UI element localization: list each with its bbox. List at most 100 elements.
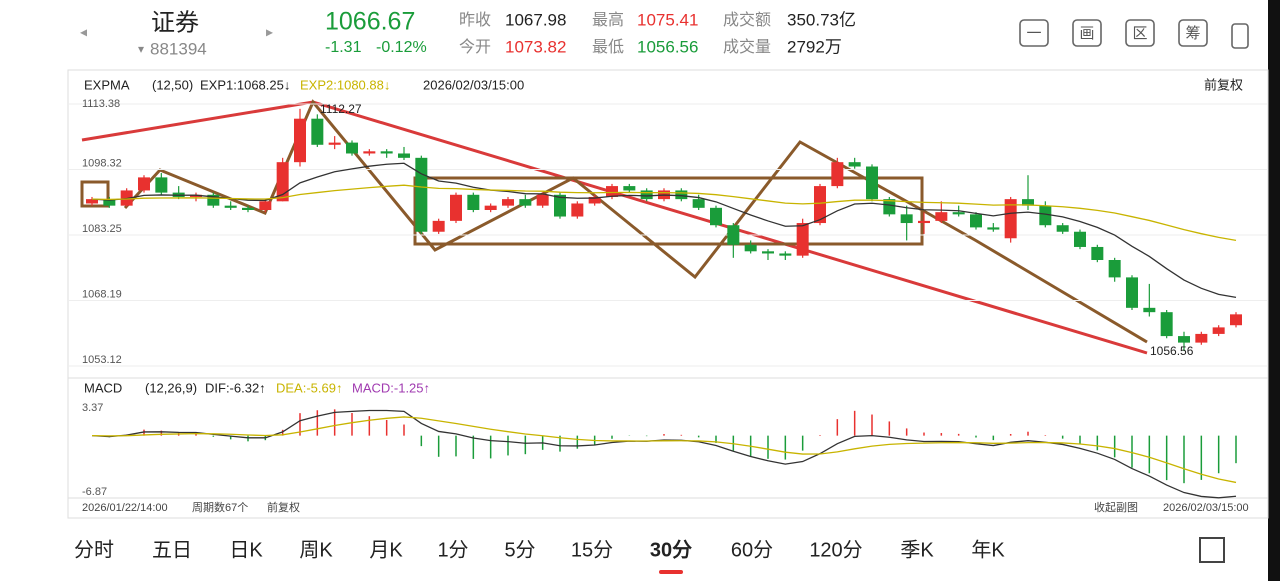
tool-label: 画 (1079, 25, 1094, 42)
tab[interactable]: 30分 (650, 538, 692, 561)
stat-value: 1056.56 (637, 37, 698, 56)
candle-body (1074, 231, 1086, 247)
edge (1268, 0, 1280, 581)
dif: DIF:-6.32↑ (205, 380, 266, 395)
candle-body (831, 162, 844, 187)
params: (12,50) (152, 77, 193, 92)
candle-body (762, 251, 774, 254)
exp2: EXP2:1080.88↓ (300, 77, 390, 92)
tab[interactable]: 季K (900, 538, 934, 561)
candle-body (710, 207, 722, 226)
candle-body (536, 194, 549, 206)
low-label: 1056.56 (1150, 344, 1194, 358)
y-tick-label: 1113.38 (82, 98, 120, 110)
y-tick-label: 3.37 (82, 402, 103, 414)
tool-button[interactable] (1019, 19, 1049, 47)
candle-body (1091, 246, 1104, 260)
candle-body (346, 142, 358, 154)
candle-body (571, 203, 584, 217)
tab[interactable]: 120分 (809, 538, 862, 561)
tool-label: 筹 (1185, 25, 1200, 42)
candle-body (918, 220, 930, 224)
candle-body (328, 142, 341, 145)
adjust: 前复权 (1204, 77, 1243, 92)
y-tick-label: -6.87 (82, 486, 107, 498)
candle-body (1126, 277, 1138, 308)
candle-body (814, 186, 826, 224)
stat-value: 2792万 (787, 37, 842, 56)
candle-body (415, 157, 428, 232)
candle-body (1039, 205, 1052, 226)
red-trend (81, 100, 1148, 355)
tab[interactable]: 5分 (504, 538, 535, 561)
candle-body (311, 118, 324, 145)
candle-body (727, 225, 740, 245)
candle-body (606, 186, 618, 197)
tab[interactable]: 周K (299, 539, 333, 561)
chart-frame (67, 69, 1269, 519)
y-tick-label: 1098.32 (82, 157, 122, 169)
start-time: 2026/01/22/14:00 (82, 502, 168, 514)
candle-body (1004, 199, 1017, 239)
stat-label: 成交量 (723, 38, 771, 56)
tab[interactable]: 五日 (152, 539, 192, 561)
tool-button[interactable] (1125, 19, 1155, 47)
exp1: EXP1:1068.25↓ (200, 77, 290, 92)
stat-value: 1075.41 (637, 10, 698, 29)
tab[interactable]: 60分 (731, 538, 773, 561)
candle-body (779, 253, 792, 256)
candle-body (155, 177, 168, 193)
candle-body (86, 199, 98, 204)
dea-line (91, 416, 1237, 484)
candle-body (866, 166, 878, 200)
tab[interactable]: 日K (229, 539, 263, 561)
params: (12,26,9) (145, 380, 197, 395)
candle-body (848, 162, 861, 167)
exp1-line (91, 162, 1237, 299)
candle-body (935, 212, 948, 221)
tab[interactable]: 年K (971, 538, 1005, 561)
stat-label: 成交额 (723, 11, 771, 29)
tool-label: 区 (1132, 25, 1147, 42)
y-tick-label: 1083.25 (82, 223, 122, 235)
dropdown[interactable]: ▾ (138, 42, 144, 56)
candle-body (207, 194, 220, 206)
candle-body (987, 227, 1000, 230)
phone-icon[interactable] (1231, 23, 1249, 49)
tab[interactable]: 1分 (437, 538, 468, 561)
candle-body (675, 190, 688, 200)
period-count: 周期数67个 (192, 501, 248, 514)
exp2-line (91, 184, 1237, 242)
candle-body (640, 190, 653, 200)
end-time: 2026/02/03/15:00 (1163, 502, 1249, 514)
tab[interactable]: 月K (369, 539, 403, 561)
candle-body (970, 214, 982, 228)
candle-body (1160, 312, 1173, 337)
stat-label: 昨收 (459, 11, 491, 29)
candle-body (883, 199, 896, 215)
price: 1066.67 (325, 8, 415, 36)
change-pct: -0.12% (376, 39, 427, 56)
candle-body (363, 151, 376, 154)
candle-body (1143, 307, 1156, 313)
tab-underline (659, 570, 683, 574)
adjust: 前复权 (267, 500, 300, 514)
candle-body (692, 199, 705, 208)
candle-body (502, 199, 514, 206)
candle-body (900, 214, 913, 224)
next-arrow[interactable]: ▸ (266, 24, 273, 40)
candle-body (103, 199, 116, 206)
candle-body (1212, 327, 1225, 334)
collapse[interactable]: 收起副图 (1094, 500, 1138, 514)
tool-button[interactable] (1178, 19, 1208, 47)
candle-body (1195, 333, 1208, 343)
dea: DEA:-5.69↑ (276, 380, 342, 395)
tool-button[interactable] (1072, 19, 1102, 47)
stat-label: 最低 (592, 38, 624, 56)
candle-body (623, 186, 636, 191)
prev-arrow[interactable]: ◂ (80, 24, 87, 40)
menu-icon[interactable] (1199, 537, 1225, 563)
tab[interactable]: 分时 (74, 538, 114, 561)
candle-body (450, 194, 462, 221)
tab[interactable]: 15分 (571, 538, 613, 561)
